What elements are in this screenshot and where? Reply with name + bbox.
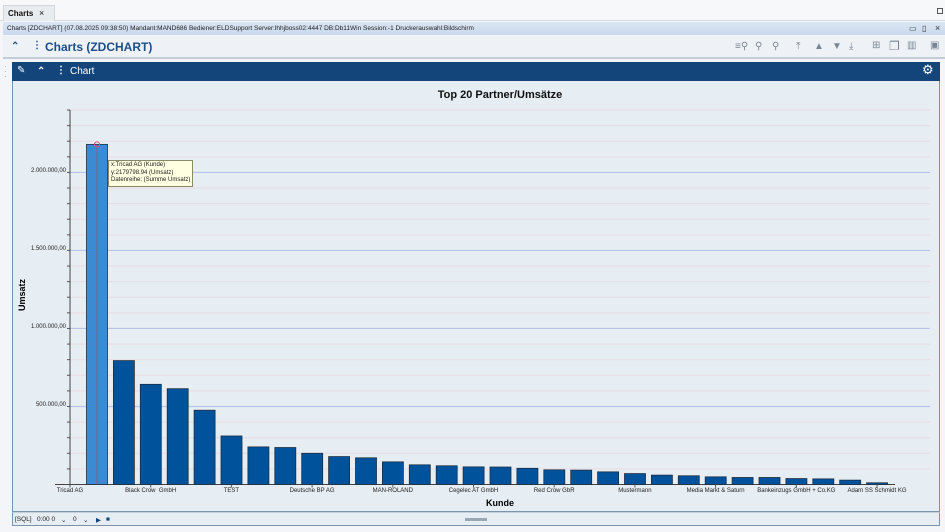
x-tick-label: Tricad AG: [56, 487, 84, 494]
bar: [543, 469, 566, 485]
bar: [651, 474, 673, 485]
x-axis-label: Kunde: [486, 498, 514, 508]
chart-panel-bar: ✎ ⌃ ⋮ Chart ⚙: [12, 62, 940, 81]
bar: [274, 447, 297, 485]
close-window-icon[interactable]: ×: [935, 23, 941, 33]
more-icon[interactable]: ⋮: [32, 40, 42, 51]
bar: [570, 469, 593, 485]
bar: [866, 482, 888, 485]
bar: [516, 467, 539, 485]
copy-icon[interactable]: ❐: [889, 39, 900, 53]
detach-icon[interactable]: ▯: [922, 24, 927, 33]
first-icon[interactable]: ⤒: [796, 41, 801, 52]
bar: [812, 478, 835, 485]
zoom-reset-icon[interactable]: ⚲: [772, 41, 780, 52]
bar: [355, 457, 377, 485]
status-bar: [SQL] 0:00 0 ⌄ 0 ⌄ ▶ ■: [12, 512, 940, 526]
x-tick-label: MAN-ROLAND: [372, 487, 413, 494]
chart-title: Top 20 Partner/Umsätze: [437, 89, 563, 101]
y-tick-label: 1.000.000,00: [30, 324, 66, 331]
info-bar: Charts [ZDCHART] (07.08.2025 09:38:50) M…: [3, 22, 945, 35]
highlight-marker: [94, 141, 100, 148]
zoom-refresh-icon[interactable]: ⚲: [755, 41, 763, 52]
bar: [166, 388, 189, 485]
bar: [301, 452, 324, 485]
x-tick-label: Deutsche BP AG: [289, 487, 335, 494]
bar: [408, 464, 431, 485]
x-tick-label: TEST: [223, 487, 240, 494]
search-list-icon[interactable]: ≡⚲: [735, 41, 749, 52]
bar: [435, 465, 458, 485]
bar: [462, 466, 485, 485]
tab-label: Charts: [8, 9, 34, 18]
resize-handle[interactable]: [465, 518, 487, 521]
bar: [220, 435, 243, 485]
bar: [677, 475, 700, 485]
close-icon[interactable]: ×: [39, 8, 45, 18]
x-tick-label: Bankeinzugs GmbH + Co.KG: [757, 487, 836, 494]
bar: [139, 383, 162, 485]
y-axis-label: Umsatz: [17, 279, 27, 312]
bar: [704, 476, 727, 485]
y-tick-label: 2.000.000,00: [30, 168, 66, 175]
x-tick-label: Red Crow GbR: [533, 487, 575, 494]
tooltip-x: x:Tricad AG (Kunde): [111, 162, 166, 168]
play-icon[interactable]: ▶: [96, 517, 101, 524]
gear-icon[interactable]: ⚙: [922, 62, 934, 77]
dropdown-chevron-icon[interactable]: ⌄: [83, 517, 89, 524]
tooltip-series: Datenreihe: (Summe Umsatz): [111, 177, 191, 183]
bar: [785, 478, 808, 485]
bar: [247, 446, 270, 485]
restore-icon[interactable]: ▭: [909, 24, 917, 33]
pin-icon[interactable]: ✎: [17, 65, 26, 76]
bar: [381, 461, 404, 485]
bar: [489, 466, 512, 485]
tab-charts[interactable]: Charts ×: [3, 5, 55, 21]
tooltip: x:Tricad AG (Kunde) y:2179798.94 (Umsatz…: [108, 160, 194, 187]
y-tick-label: 1.500.000,00: [30, 246, 66, 253]
chart-area: [12, 81, 940, 512]
collapse-icon[interactable]: ⌃: [37, 66, 46, 77]
tooltip-y: y:2179798.94 (Umsatz): [111, 169, 174, 176]
x-tick-label: Media Markt & Saturn: [686, 487, 745, 494]
bar: [597, 471, 619, 485]
last-icon[interactable]: ⤓: [849, 41, 854, 52]
y-tick-label: 500.000,00: [35, 402, 66, 409]
bar: [624, 473, 646, 485]
dropdown-chevron-icon[interactable]: ⌄: [61, 517, 67, 524]
bar: [839, 479, 862, 485]
stop-icon[interactable]: ■: [106, 516, 110, 523]
delete-icon[interactable]: ▥: [907, 40, 917, 51]
save-icon[interactable]: ▣: [930, 40, 940, 51]
x-tick-label: Cegelec AT GmbH: [448, 487, 499, 494]
tab-bar: Charts ×: [0, 0, 945, 21]
time-label: 0:00 0: [37, 516, 56, 523]
new-icon[interactable]: ⊞: [872, 40, 881, 51]
bar: [328, 456, 351, 485]
x-tick-label: Black Crow GmbH: [125, 487, 177, 494]
more-icon[interactable]: ⋮: [56, 65, 66, 76]
page-title: Charts (ZDCHART): [45, 40, 153, 54]
header: ⌃ ⋮ Charts (ZDCHART) ≡⚲ ⚲ ⚲ ⤒ ▲ ▼ ⤓ ⊞ ❐ …: [3, 36, 945, 59]
sql-label: [SQL]: [15, 516, 32, 523]
window-menu-icon[interactable]: [937, 8, 943, 14]
down-icon[interactable]: ▼: [832, 41, 842, 52]
x-tick-label: Mustermann: [618, 487, 652, 494]
value-select[interactable]: 0: [73, 516, 77, 523]
panel-title: Chart: [70, 66, 95, 77]
bar: [193, 409, 216, 485]
collapse-icon[interactable]: ⌃: [11, 41, 20, 52]
up-icon[interactable]: ▲: [814, 41, 824, 52]
bar: [758, 477, 781, 485]
bar: [731, 477, 754, 485]
bar: [113, 360, 135, 485]
x-tick-label: Adam SS Schmidt KG: [847, 487, 907, 494]
drag-handle[interactable]: · · ·: [4, 62, 7, 81]
